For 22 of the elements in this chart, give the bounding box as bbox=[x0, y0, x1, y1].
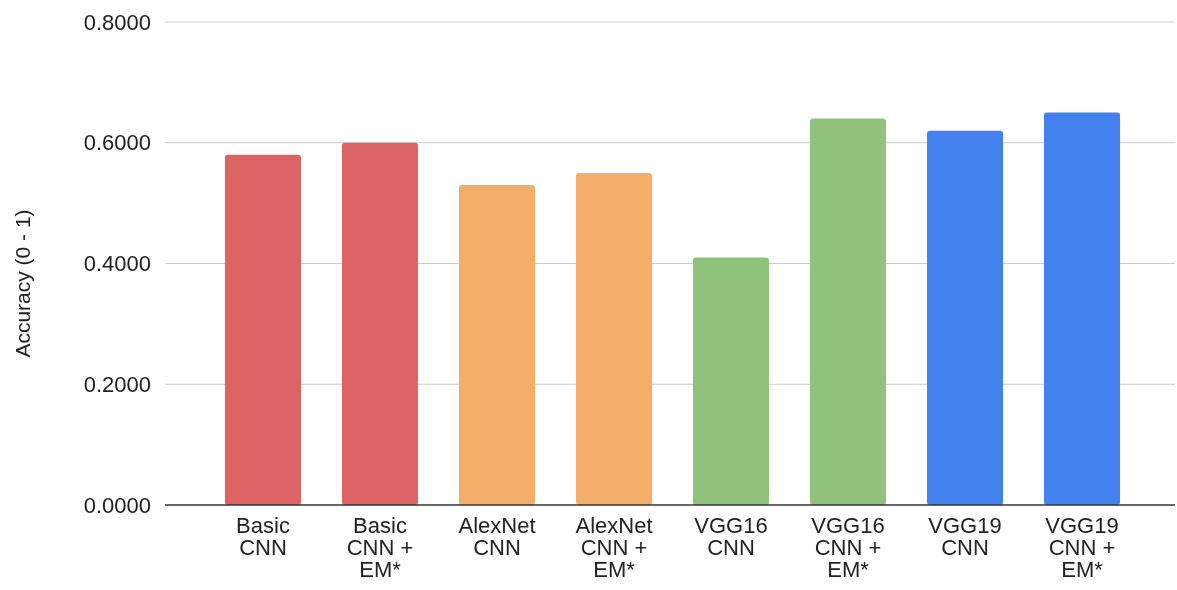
y-axis-title: Accuracy (0 - 1) bbox=[11, 209, 34, 358]
y-tick-label: 0.2000 bbox=[83, 371, 151, 397]
x-tick-label: VGG19 CNN + EM* bbox=[1045, 512, 1119, 582]
bar bbox=[224, 154, 302, 505]
x-tick-label: AlexNet CNN + EM* bbox=[575, 512, 653, 582]
x-tick-label: VGG16 CNN + EM* bbox=[811, 512, 885, 582]
bar bbox=[692, 257, 770, 505]
bar bbox=[1043, 112, 1121, 505]
y-tick-label: 0.6000 bbox=[83, 130, 151, 156]
bar bbox=[926, 130, 1004, 505]
x-tick-label: Basic CNN + EM* bbox=[346, 512, 414, 582]
bar bbox=[809, 118, 887, 505]
y-tick-label: 0.4000 bbox=[83, 251, 151, 277]
x-tick-label: VGG19 CNN bbox=[928, 512, 1002, 560]
y-tick-label: 0.8000 bbox=[83, 9, 151, 35]
x-tick-label: AlexNet CNN bbox=[458, 512, 536, 560]
x-tick-label: Basic CNN bbox=[236, 512, 290, 560]
y-tick-label: 0.0000 bbox=[83, 492, 151, 518]
bar bbox=[458, 185, 536, 505]
bar bbox=[575, 172, 653, 505]
bar bbox=[341, 142, 419, 505]
x-tick-label: VGG16 CNN bbox=[694, 512, 768, 560]
